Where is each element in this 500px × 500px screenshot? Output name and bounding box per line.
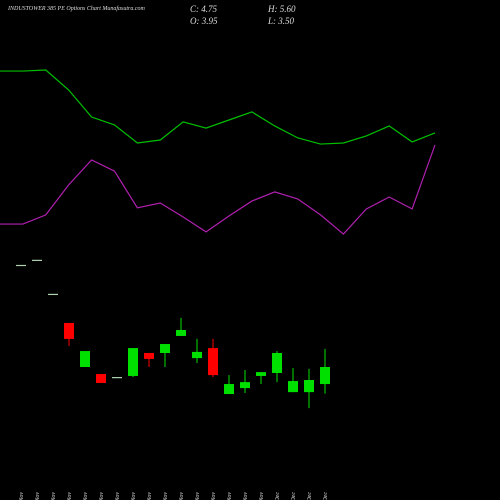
x-tick-label: 21 Nov — [179, 492, 185, 500]
candle-body — [80, 351, 90, 368]
x-tick-label: 27 Nov — [243, 492, 249, 500]
x-tick-label: 12 Nov — [67, 492, 73, 500]
indicator-line — [0, 144, 436, 235]
candle-body — [144, 352, 154, 359]
candle-body — [96, 374, 106, 383]
x-tick-label: 20 Nov — [163, 492, 169, 500]
candle-body — [112, 377, 122, 379]
x-tick-label: 01 Dec — [275, 492, 281, 500]
candle-body — [256, 372, 266, 376]
x-tick-label: 17 Nov — [115, 492, 121, 500]
x-tick-label: 28 Nov — [259, 492, 265, 500]
candle-body — [64, 322, 74, 339]
indicator-line — [0, 69, 436, 145]
candle-body — [208, 348, 218, 376]
x-tick-label: 24 Nov — [194, 492, 201, 500]
x-tick-label: 14 Nov — [98, 492, 105, 500]
candle-body — [128, 348, 138, 376]
x-tick-label: 10 Nov — [51, 492, 57, 500]
x-tick-label: 13 Nov — [83, 492, 89, 500]
candle-body — [32, 259, 42, 261]
x-tick-label: 06 Nov — [19, 492, 25, 500]
ohlc-label: C: 4.75 — [190, 4, 218, 14]
x-tick-label: 19 Nov — [147, 492, 153, 500]
x-tick-label: 02 Dec — [291, 492, 297, 500]
candle-body — [320, 367, 330, 385]
x-tick-label: 04 Dec — [322, 492, 329, 500]
x-tick-label: 03 Dec — [307, 492, 313, 500]
candle-body — [16, 264, 26, 267]
candle-body — [224, 384, 234, 395]
ohlc-label: O: 3.95 — [190, 16, 218, 26]
candle-body — [288, 381, 298, 393]
candle-body — [304, 380, 314, 393]
candle-body — [176, 330, 186, 336]
candle-body — [240, 382, 250, 389]
ohlc-label: L: 3.50 — [267, 16, 295, 26]
x-tick-label: 26 Nov — [227, 492, 233, 500]
ohlc-label: H: 5.60 — [267, 4, 296, 14]
x-tick-label: 25 Nov — [211, 492, 217, 500]
x-tick-label: 07 Nov — [35, 492, 41, 500]
x-tick-label: 18 Nov — [131, 492, 137, 500]
candle-body — [272, 352, 282, 373]
candle-body — [192, 351, 202, 359]
chart-title: INDUSTOWER 385 PE Options Chart Munafasu… — [7, 5, 146, 12]
candle-body — [48, 293, 58, 296]
candle-body — [160, 344, 170, 353]
